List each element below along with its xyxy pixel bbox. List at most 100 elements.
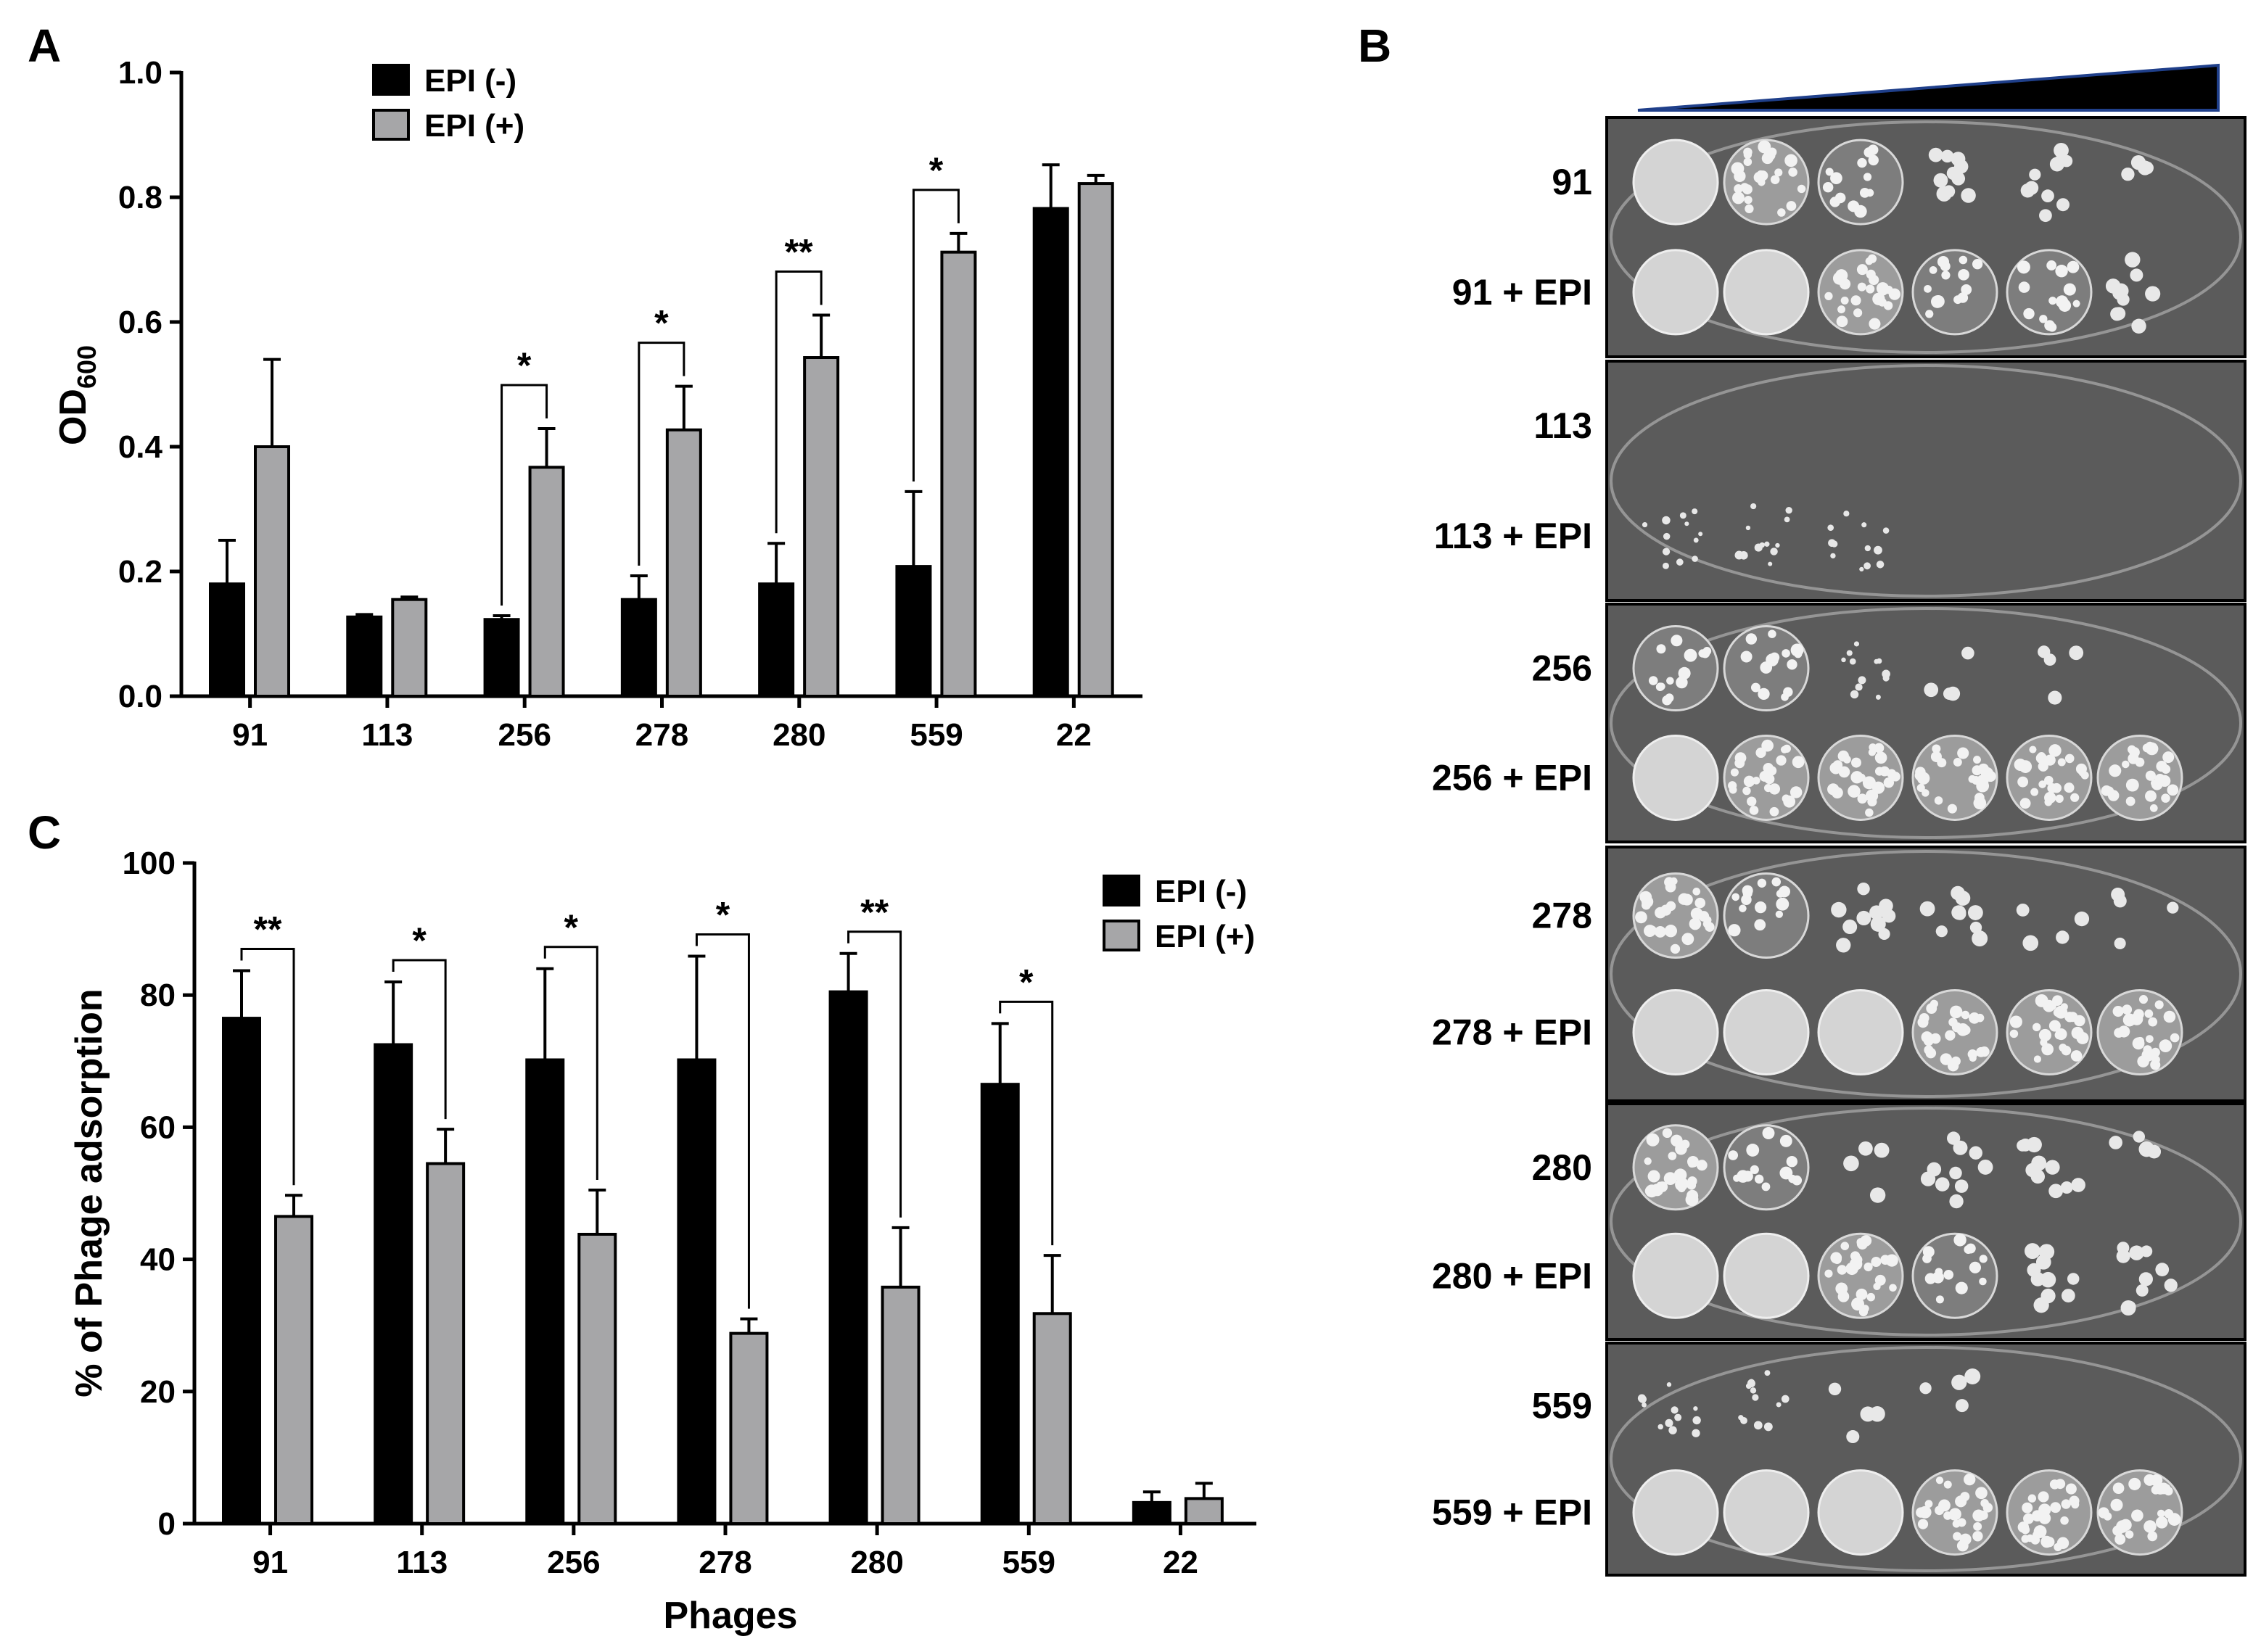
bar-epi-minus-22 <box>1032 207 1069 698</box>
plaque <box>1861 522 1867 528</box>
plaque <box>1662 548 1671 556</box>
plaque <box>1979 1046 1990 1057</box>
plaque <box>1684 648 1697 662</box>
bar-epi-plus-113 <box>391 598 428 698</box>
plaque <box>2138 1272 2153 1287</box>
plaque <box>1919 1382 1932 1395</box>
plaque <box>1854 205 1867 218</box>
plaque-spot <box>1723 249 1810 336</box>
plaque <box>1776 1402 1782 1408</box>
plaque <box>2161 764 2171 775</box>
plaque <box>2125 252 2141 268</box>
y-tick-label: 0.6 <box>118 305 162 340</box>
plaque <box>2141 1245 2153 1257</box>
plaque <box>2061 1289 2075 1302</box>
plaque <box>1858 1308 1868 1317</box>
significance-label: ** <box>254 909 282 949</box>
plate-row-label: 256 + EPI <box>1432 757 1592 798</box>
plaque <box>1959 1533 1972 1545</box>
plaque <box>1779 1134 1792 1147</box>
plaque-spot <box>1632 625 1719 712</box>
plaque <box>1948 805 1956 813</box>
legend-swatch-epi-plus <box>1103 920 1140 951</box>
plaque <box>1869 743 1877 751</box>
plaque <box>1673 1168 1687 1182</box>
x-tick-label: 22 <box>1056 717 1092 753</box>
plaque <box>1685 1193 1699 1207</box>
plaque <box>1851 1297 1865 1311</box>
plaque <box>1728 1150 1739 1160</box>
plaque <box>2038 1512 2051 1524</box>
plaque <box>2044 754 2056 766</box>
plaque <box>1671 1406 1679 1414</box>
plaque <box>1977 1160 1993 1175</box>
plaque <box>2142 743 2151 753</box>
y-tick-label: 40 <box>140 1242 176 1278</box>
plaque <box>2145 286 2161 302</box>
plaque <box>1770 175 1780 184</box>
bar-epi-plus-559 <box>940 250 977 698</box>
plaque <box>2070 793 2080 802</box>
plaque <box>2055 794 2064 803</box>
plaque <box>1729 785 1737 794</box>
plaque <box>2114 1534 2126 1545</box>
plaque <box>2041 1043 2054 1056</box>
plaque <box>1929 266 1937 274</box>
plaque <box>2040 1038 2048 1046</box>
plaque <box>2038 1028 2051 1041</box>
bar-epi-plus-278 <box>729 1331 769 1525</box>
plaque <box>1836 938 1851 953</box>
plaque <box>1700 648 1710 658</box>
plaque <box>2065 1483 2077 1495</box>
plaque <box>1824 1269 1833 1278</box>
plaque <box>1749 806 1759 815</box>
plaque <box>1964 1244 1973 1254</box>
plaque <box>1656 644 1666 654</box>
plaque <box>2027 1494 2037 1503</box>
plaque <box>1864 545 1871 552</box>
plaque <box>2048 1184 2064 1199</box>
plaque <box>1933 173 1948 188</box>
plaque <box>2054 1005 2068 1019</box>
y-tick-label: 0.0 <box>118 679 162 714</box>
plaque <box>1829 761 1842 775</box>
plaque <box>1764 541 1770 547</box>
plaque <box>1979 1255 1988 1263</box>
plaque <box>2122 1013 2136 1027</box>
plate-row-label: 91 + EPI <box>1452 272 1592 313</box>
plaque <box>1775 542 1780 548</box>
plaque <box>2044 775 2054 785</box>
plaque <box>2067 260 2080 273</box>
plaque <box>2074 911 2090 927</box>
significance-label: * <box>654 303 669 344</box>
plaque <box>2111 887 2125 901</box>
x-tick-label: 559 <box>1002 1545 1055 1580</box>
plaque <box>1830 553 1836 559</box>
plaque <box>1943 1269 1954 1280</box>
plaque <box>1969 1012 1980 1024</box>
plaque <box>1776 755 1787 766</box>
plaque <box>2039 315 2048 323</box>
plaque <box>1972 930 1988 947</box>
plaque <box>2114 937 2126 949</box>
plaque <box>1853 308 1863 318</box>
plate-row-label: 559 <box>1532 1385 1592 1426</box>
plaque <box>1752 1394 1759 1401</box>
plaque <box>1731 162 1745 175</box>
plaque <box>1732 191 1745 205</box>
plate-row-label: 280 + EPI <box>1432 1255 1592 1296</box>
legend-label: EPI (-) <box>424 63 516 99</box>
plaque <box>1671 1134 1683 1147</box>
plaque <box>1731 893 1740 901</box>
plaque <box>2130 268 2143 282</box>
legend-label: EPI (+) <box>424 108 524 144</box>
plaque <box>1953 758 1962 767</box>
bar-epi-plus-113 <box>426 1162 466 1525</box>
plaque <box>1949 1005 1963 1019</box>
plaque <box>1883 777 1895 788</box>
plaque <box>1828 1382 1842 1395</box>
plate-rim <box>1610 850 2242 1098</box>
plaque <box>1745 633 1758 645</box>
y-tick-label: 0 <box>158 1506 176 1542</box>
plaque <box>1742 786 1751 796</box>
